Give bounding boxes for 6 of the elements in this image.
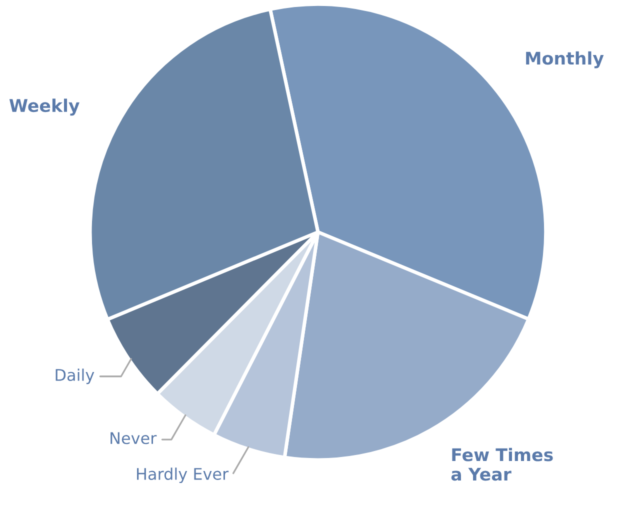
slice-label: Daily: [56, 368, 94, 384]
slice-label: Monthly: [526, 51, 604, 68]
slice-label: Never: [110, 432, 157, 444]
slice-label: Few Times a Year: [451, 448, 553, 481]
slice-label: Weekly: [9, 98, 80, 116]
slice-label: Hardly Ever: [137, 468, 229, 484]
